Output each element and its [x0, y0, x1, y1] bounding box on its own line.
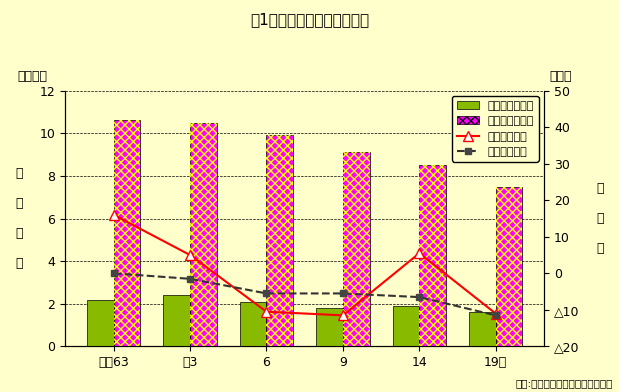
Legend: 卒売業事業所数, 小売業事業所数, 卒売業増減率, 小売業増減率: 卒売業事業所数, 小売業事業所数, 卒売業増減率, 小売業増減率 — [452, 96, 539, 162]
Text: （％）: （％） — [549, 70, 571, 83]
Bar — [419, 165, 446, 347]
Bar — [163, 295, 190, 347]
Y-axis label: 事

業

所

数: 事 業 所 数 — [15, 167, 22, 270]
Bar — [343, 152, 370, 347]
Text: （千店）: （千店） — [17, 70, 47, 83]
Bar — [267, 135, 293, 347]
Bar — [343, 152, 370, 347]
Bar — [469, 312, 496, 347]
Bar — [87, 299, 114, 347]
Bar — [114, 120, 141, 347]
Text: 図1１　商業事務所数の推移: 図1１ 商業事務所数の推移 — [250, 12, 369, 27]
Bar — [190, 123, 217, 347]
Bar — [316, 308, 343, 347]
Y-axis label: 増

減

率: 増 減 率 — [597, 182, 604, 255]
Bar — [267, 135, 293, 347]
Bar — [114, 120, 141, 347]
Bar — [392, 306, 419, 347]
Bar — [496, 187, 522, 347]
Bar — [240, 302, 267, 347]
Text: 資料:経済産業省「商業統計調査」: 資料:経済産業省「商業統計調査」 — [516, 378, 613, 388]
Bar — [190, 123, 217, 347]
Bar — [419, 165, 446, 347]
Bar — [496, 187, 522, 347]
